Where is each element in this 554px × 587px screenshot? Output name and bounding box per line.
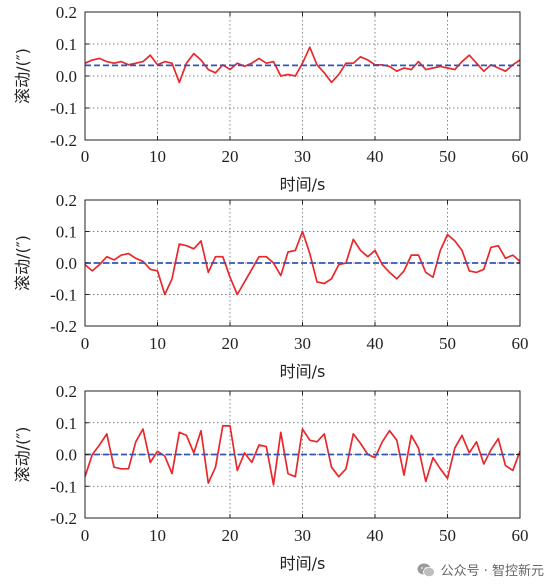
y-tick-label: 0.1 [56, 35, 77, 54]
x-axis-title: 时间/s [280, 362, 326, 381]
x-tick-label: 50 [439, 526, 456, 545]
x-tick-label: 60 [512, 334, 529, 353]
y-tick-label: -0.1 [50, 477, 77, 496]
x-tick-label: 10 [149, 334, 166, 353]
wechat-icon [417, 563, 435, 577]
x-tick-label: 0 [81, 147, 90, 166]
y-tick-label: -0.1 [50, 99, 77, 118]
x-axis-title: 时间/s [280, 175, 326, 194]
data-line [84, 230, 521, 296]
x-tick-label: 20 [222, 334, 239, 353]
x-tick-label: 40 [367, 334, 384, 353]
x-tick-label: 50 [439, 147, 456, 166]
x-tick-label: 0 [81, 526, 90, 545]
y-tick-label: 0.1 [56, 223, 77, 242]
x-tick-label: 20 [222, 147, 239, 166]
x-axis-title: 时间/s [280, 554, 326, 573]
x-tick-label: 30 [294, 147, 311, 166]
y-tick-label: -0.2 [50, 131, 77, 150]
x-tick-label: 30 [294, 334, 311, 353]
y-tick-label: 0.2 [56, 191, 77, 210]
chart-panel-1: 0 10 20 30 40 50 60 0.2 0.1 0.0 -0.1 -0.2 时间/s 滚动/(″) [13, 3, 529, 194]
x-tick-label: 50 [439, 334, 456, 353]
y-tick-label: 0.2 [56, 382, 77, 401]
y-tick-label: -0.1 [50, 286, 77, 305]
y-tick-label: 0.0 [56, 446, 77, 465]
x-tick-label: 20 [222, 526, 239, 545]
y-tick-label: 0.0 [56, 67, 77, 86]
chart-panel-3: 0 10 20 30 40 50 60 0.2 0.1 0.0 -0.1 -0.2 时间/s 滚动/(″) [13, 382, 529, 573]
y-tick-label: -0.2 [50, 509, 77, 528]
x-tick-label: 40 [367, 147, 384, 166]
y-tick-label: 0.1 [56, 414, 77, 433]
y-axis-title: 滚动/(″) [13, 48, 32, 104]
watermark-text: 公众号 · 智控新元 [440, 564, 544, 579]
y-axis-title: 滚动/(″) [13, 235, 32, 291]
x-tick-label: 0 [81, 334, 90, 353]
x-tick-label: 40 [367, 526, 384, 545]
y-tick-label: 0.0 [56, 254, 77, 273]
y-tick-label: -0.2 [50, 317, 77, 336]
x-tick-label: 60 [512, 526, 529, 545]
chart-panel-2: 0 10 20 30 40 50 60 0.2 0.1 0.0 -0.1 -0.2 时间/s 滚动/(″) [13, 191, 529, 381]
y-tick-label: 0.2 [56, 3, 77, 22]
x-tick-label: 30 [294, 526, 311, 545]
y-axis-title: 滚动/(″) [13, 427, 32, 483]
watermark: 公众号 · 智控新元 [417, 560, 544, 579]
data-line [84, 425, 521, 486]
x-tick-label: 10 [149, 147, 166, 166]
x-tick-label: 10 [149, 526, 166, 545]
x-tick-label: 60 [512, 147, 529, 166]
